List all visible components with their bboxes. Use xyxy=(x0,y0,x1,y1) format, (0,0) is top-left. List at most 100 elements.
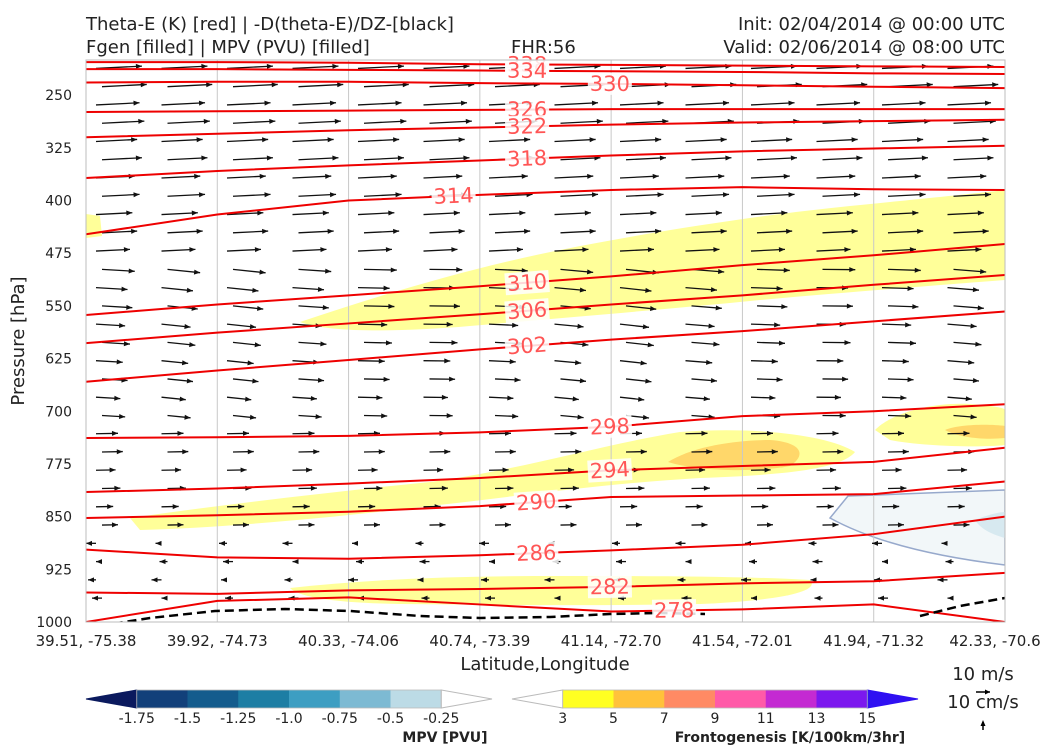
wind-vector-head xyxy=(909,340,916,346)
contour-label-bg xyxy=(505,59,550,82)
wind-vector-head xyxy=(128,268,135,274)
wind-vector xyxy=(953,83,999,88)
wind-vector xyxy=(298,193,337,197)
wind-vector-head xyxy=(647,342,654,348)
wind-vector-head xyxy=(902,358,909,364)
colorbar-segment xyxy=(440,689,493,709)
wind-vector-head xyxy=(123,247,130,253)
wind-vector-head xyxy=(381,322,388,328)
wind-vector-head xyxy=(133,192,140,198)
wind-vector-head xyxy=(334,118,341,124)
wind-vector-head xyxy=(284,577,291,583)
wind-vector-head xyxy=(839,413,846,419)
dthetae-dz-contour xyxy=(116,596,1005,622)
wind-vector xyxy=(161,138,203,143)
wind-vector-head xyxy=(225,595,231,601)
wind-vector-head xyxy=(655,137,662,143)
wind-vector-head xyxy=(385,247,392,253)
contour-label-bg xyxy=(504,333,550,359)
wind-vector-head xyxy=(812,559,819,565)
wind-vector xyxy=(953,120,996,124)
wind-vector-head xyxy=(509,449,516,455)
wind-vector-head xyxy=(975,341,982,347)
wind-vector xyxy=(619,212,657,216)
wind-vector-head xyxy=(771,449,778,455)
wind-vector-head xyxy=(383,285,390,291)
grid-lines xyxy=(216,60,875,622)
theta-e-contour-298 xyxy=(86,403,1005,439)
y-axis-ticks: 250 325 400 475 550 625 700 775 850 925 1000 xyxy=(36,88,72,631)
wind-vector-head xyxy=(502,467,509,473)
colorbar-tick-label: -1.0 xyxy=(275,711,302,727)
wind-vector xyxy=(101,193,140,197)
wind-vector-head xyxy=(257,305,264,311)
x-tick-label: 39.51, -75.38 xyxy=(36,632,137,650)
wind-vector-head xyxy=(685,559,692,565)
wind-vector-head xyxy=(769,395,776,401)
wind-vector xyxy=(161,175,201,179)
wind-vector xyxy=(357,175,397,179)
wind-vector xyxy=(226,175,266,179)
wind-vector xyxy=(423,65,470,70)
contour-label-bg xyxy=(587,575,633,599)
wind-vector-head xyxy=(638,485,645,491)
wind-vector-head xyxy=(514,377,521,383)
wind-vector-head xyxy=(524,228,531,234)
wind-vector-head xyxy=(587,173,594,179)
wind-vector-head xyxy=(266,155,273,161)
wind-vector-head xyxy=(332,63,339,69)
wind-vector-head xyxy=(701,430,708,436)
wind-vector-head xyxy=(914,173,921,179)
wind-vector-head xyxy=(647,247,654,253)
wind-vector-head xyxy=(126,304,133,310)
wind-vector-head xyxy=(348,577,354,583)
wind-vector-head xyxy=(131,137,138,143)
wind-vector-head xyxy=(718,269,725,274)
wind-vector-head xyxy=(958,504,965,510)
wind-vector-head xyxy=(905,413,912,419)
wind-vector-head xyxy=(397,155,404,161)
colorbar-tick-label: 3 xyxy=(558,711,567,727)
contour-label-group: 294 xyxy=(587,457,633,483)
wind-vector-head xyxy=(977,210,984,216)
wind-vector-head xyxy=(919,100,926,106)
wind-vector xyxy=(685,102,730,106)
wind-vector-head xyxy=(221,577,227,583)
wind-vector-head xyxy=(247,360,254,366)
wind-vector-head xyxy=(853,100,861,106)
wind-vector-head xyxy=(762,504,769,510)
contour-label-310: 310 xyxy=(506,269,548,296)
wind-vector-head xyxy=(191,210,198,216)
wind-vector-head xyxy=(116,359,123,365)
wind-vector-head xyxy=(706,449,713,455)
contour-label-bg xyxy=(504,298,550,324)
wind-vector-head xyxy=(456,267,463,273)
wind-vector xyxy=(292,102,337,106)
y-tick-label: 700 xyxy=(45,404,72,420)
wind-vector xyxy=(363,193,402,197)
wind-vector xyxy=(554,102,599,106)
wind-vector xyxy=(423,138,465,143)
wind-vector-head xyxy=(980,269,987,275)
contour-label-bg xyxy=(587,72,632,95)
wind-vector-head xyxy=(509,359,516,365)
wind-vector-head xyxy=(722,100,730,106)
fgen-fill-upper xyxy=(300,190,1005,331)
wind-vector xyxy=(232,157,273,161)
contour-label-group: 298 xyxy=(587,414,633,440)
wind-vector xyxy=(816,212,853,216)
wind-vector-head xyxy=(310,395,317,401)
wind-vector-head xyxy=(310,485,317,491)
wind-vector xyxy=(625,157,666,161)
wind-vector-head xyxy=(119,414,126,419)
wind-vector-head xyxy=(675,540,682,546)
wind-vector-head xyxy=(441,394,448,400)
wind-vector-head xyxy=(194,173,201,179)
wind-vector xyxy=(226,65,273,70)
wind-vector-head xyxy=(259,173,266,179)
wind-vector xyxy=(232,193,271,197)
y-tick-label: 850 xyxy=(45,510,72,526)
wind-vector-head xyxy=(460,100,468,106)
wind-vector-head xyxy=(984,192,992,198)
wind-vector xyxy=(292,138,334,143)
